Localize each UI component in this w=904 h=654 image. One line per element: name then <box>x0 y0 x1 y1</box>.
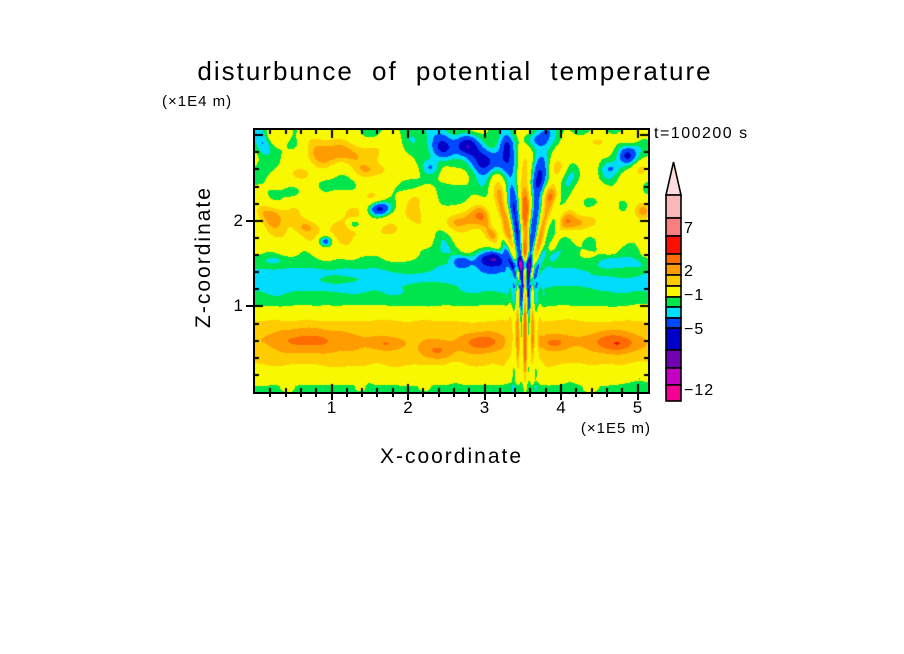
x-axis-tick <box>330 394 333 400</box>
z-axis-tick <box>246 305 253 308</box>
z-axis-title: Z-coordinate <box>192 186 215 328</box>
x-axis-tick <box>345 394 348 397</box>
x-axis-tick <box>361 394 364 397</box>
time-annotation: t=100200 s <box>654 125 749 142</box>
z-tick-label: 2 <box>233 210 243 230</box>
x-axis-tick <box>529 394 532 397</box>
x-axis-tick <box>407 394 409 400</box>
x-axis-tick <box>560 394 562 400</box>
x-axis-tick <box>269 394 272 397</box>
x-axis-tick <box>514 394 517 397</box>
colorbar-tick-label: 2 <box>684 263 694 280</box>
x-axis-tick <box>605 394 608 397</box>
z-axis-tick <box>246 219 253 222</box>
x-axis-tick <box>590 394 593 397</box>
x-axis-tick <box>483 394 486 400</box>
colorbar-segment <box>665 285 682 298</box>
x-tick-label: 4 <box>556 398 566 417</box>
x-axis-tick <box>575 394 578 397</box>
colorbar-segment <box>665 263 682 276</box>
x-axis-tick <box>468 394 471 397</box>
colorbar-tip <box>664 161 683 196</box>
colorbar-segment <box>665 327 682 351</box>
x-axis-tick <box>437 394 440 397</box>
colorbar-segment <box>665 317 682 329</box>
colorbar-segment <box>665 349 682 369</box>
colorbar-tick-label: 7 <box>684 220 694 237</box>
colorbar-segment <box>665 235 682 255</box>
plot-frame <box>253 128 650 394</box>
x-axis-tick <box>452 394 455 397</box>
colorbar <box>664 161 683 402</box>
colorbar-segment <box>665 367 682 386</box>
colorbar-segment <box>665 274 682 287</box>
x-axis-units-label: (×1E5 m) <box>580 420 651 437</box>
x-axis-tick <box>315 394 318 397</box>
x-axis-tick <box>376 394 379 397</box>
x-axis-tick <box>284 394 287 397</box>
colorbar-segment <box>665 217 682 237</box>
colorbar-tick-label: −5 <box>684 321 705 338</box>
x-axis-tick <box>621 394 624 397</box>
x-axis-title: X-coordinate <box>379 445 524 468</box>
colorbar-tick-label: −1 <box>684 287 705 304</box>
z-tick-label: 1 <box>233 296 243 316</box>
x-axis-tick <box>544 394 547 397</box>
x-tick-label: 2 <box>403 398 413 417</box>
colorbar-segment <box>665 306 682 319</box>
x-tick-label: 3 <box>479 398 490 417</box>
x-axis-tick <box>299 394 302 397</box>
x-axis-tick <box>636 394 639 400</box>
colorbar-segment <box>665 384 682 402</box>
chart-title: disturbunce of potential temperature <box>197 56 713 86</box>
contour-plot-canvas <box>255 130 648 392</box>
x-axis-tick <box>498 394 501 397</box>
colorbar-segment <box>665 253 682 265</box>
x-tick-label: 1 <box>326 398 337 417</box>
x-axis-tick <box>422 394 425 397</box>
colorbar-segment <box>665 194 682 219</box>
colorbar-tick-label: −12 <box>684 382 715 399</box>
z-axis-units-label: (×1E4 m) <box>162 93 233 110</box>
colorbar-segment <box>665 296 682 308</box>
x-tick-label: 5 <box>632 398 643 417</box>
x-axis-tick <box>391 394 394 397</box>
